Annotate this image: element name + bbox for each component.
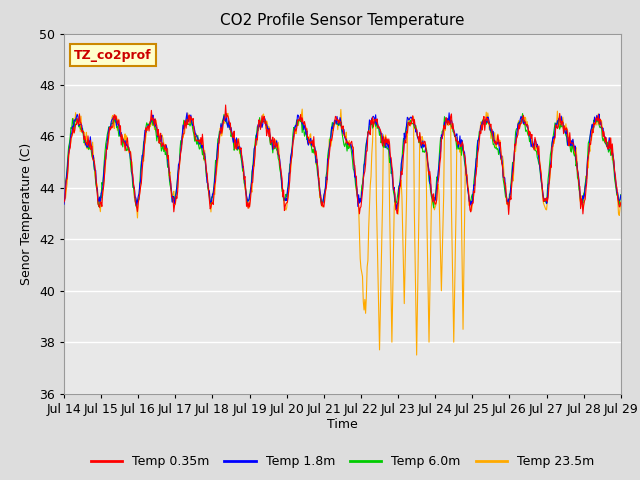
Text: TZ_co2prof: TZ_co2prof <box>74 49 152 62</box>
X-axis label: Time: Time <box>327 419 358 432</box>
Title: CO2 Profile Sensor Temperature: CO2 Profile Sensor Temperature <box>220 13 465 28</box>
Legend: Temp 0.35m, Temp 1.8m, Temp 6.0m, Temp 23.5m: Temp 0.35m, Temp 1.8m, Temp 6.0m, Temp 2… <box>86 450 599 473</box>
Y-axis label: Senor Temperature (C): Senor Temperature (C) <box>20 143 33 285</box>
